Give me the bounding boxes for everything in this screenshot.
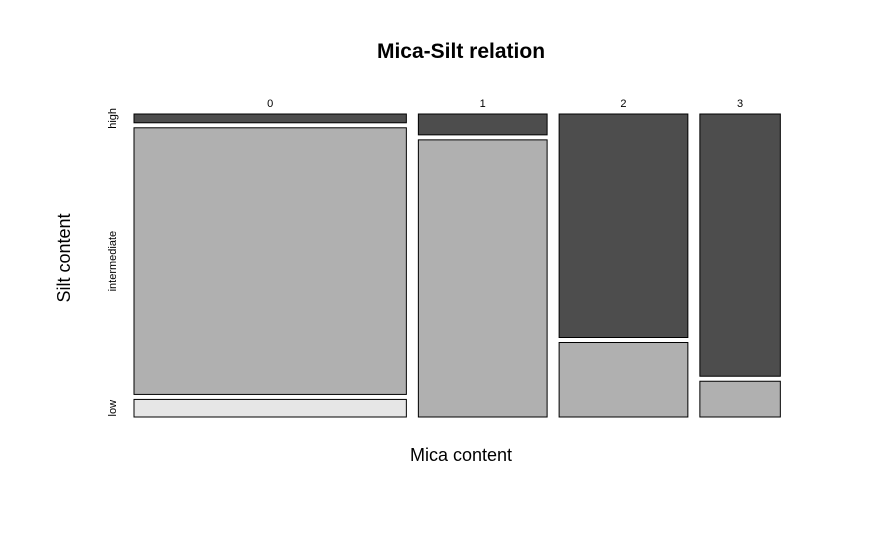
x-tick-label: 3 <box>737 98 743 110</box>
mosaic-cell-mica-1-silt-high <box>417 113 548 136</box>
y-tick-labels: low intermediate high <box>107 108 119 416</box>
mosaic-cell-mica-0-silt-low <box>133 398 407 418</box>
x-tick-label: 2 <box>620 98 626 110</box>
chart-title: Mica-Silt relation <box>377 40 545 63</box>
x-tick-label: 1 <box>480 98 486 110</box>
mosaic-cell-mica-3-silt-high <box>699 113 781 377</box>
mosaic-columns <box>133 113 781 418</box>
mosaic-cell-mica-2-silt-intermediate <box>558 342 689 418</box>
mosaic-cell-mica-1-silt-intermediate <box>417 139 548 418</box>
mosaic-cell-mica-2-silt-high <box>558 113 689 338</box>
x-axis-title: Mica content <box>410 445 512 465</box>
x-tick-label: 0 <box>267 98 273 110</box>
y-tick-label: high <box>107 108 119 129</box>
mosaic-cell-mica-0-silt-intermediate <box>133 127 407 395</box>
y-axis-title: Silt content <box>54 213 74 302</box>
x-tick-labels: 0 1 2 3 <box>267 98 743 110</box>
mosaic-cell-mica-0-silt-high <box>133 113 407 124</box>
y-tick-label: low <box>107 400 119 417</box>
mosaic-cell-mica-3-silt-intermediate <box>699 380 781 418</box>
y-tick-label: intermediate <box>107 231 119 292</box>
